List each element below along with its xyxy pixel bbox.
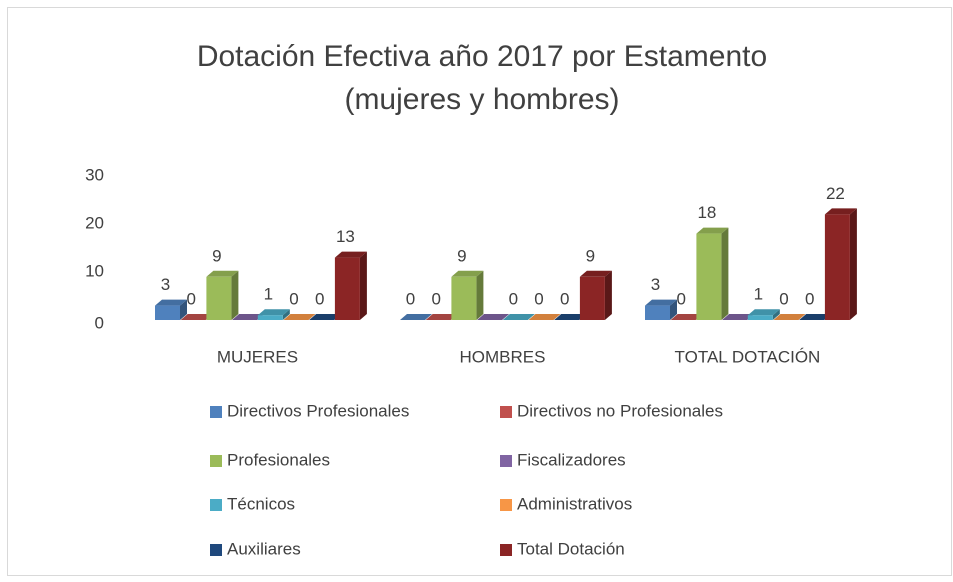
bar-side bbox=[772, 309, 780, 320]
legend-swatch bbox=[210, 544, 222, 556]
bar bbox=[451, 276, 477, 320]
legend-swatch bbox=[210, 455, 222, 467]
bar-side bbox=[282, 309, 290, 320]
bar-top bbox=[670, 314, 703, 320]
data-label: 22 bbox=[826, 184, 845, 203]
bar-top bbox=[155, 299, 187, 306]
legend-swatch bbox=[500, 406, 512, 418]
data-label: 0 bbox=[805, 289, 814, 308]
legend-label: Técnicos bbox=[227, 494, 295, 513]
bar bbox=[579, 276, 605, 320]
x-tick-label: HOMBRES bbox=[459, 347, 545, 366]
bar-side bbox=[359, 251, 367, 320]
bar-side bbox=[180, 299, 187, 320]
bar bbox=[206, 276, 232, 320]
bar-top bbox=[232, 314, 265, 320]
bar-side bbox=[604, 270, 612, 320]
y-tick-label: 10 bbox=[85, 261, 104, 280]
bar-top bbox=[425, 314, 458, 320]
bar-top bbox=[645, 299, 677, 306]
bar bbox=[257, 315, 283, 320]
bar-top bbox=[283, 314, 316, 320]
data-label: 13 bbox=[336, 227, 355, 246]
legend-swatch bbox=[500, 544, 512, 556]
bar-top bbox=[773, 314, 806, 320]
bar-top bbox=[206, 270, 239, 277]
bar-top bbox=[528, 314, 561, 320]
bar-top bbox=[579, 270, 612, 277]
chart-title: (mujeres y hombres) bbox=[344, 83, 619, 116]
data-label: 0 bbox=[779, 289, 788, 308]
bar bbox=[696, 233, 722, 320]
bar-side bbox=[721, 227, 729, 320]
data-label: 1 bbox=[754, 285, 763, 304]
data-label: 0 bbox=[431, 289, 440, 308]
data-label: 9 bbox=[212, 246, 221, 265]
bar-top bbox=[451, 270, 484, 277]
bar-top bbox=[257, 309, 290, 316]
bar-side bbox=[670, 299, 677, 320]
bar-side bbox=[849, 208, 857, 320]
data-label: 3 bbox=[161, 275, 170, 294]
bar bbox=[155, 305, 180, 320]
data-label: 0 bbox=[406, 289, 415, 308]
bar-top bbox=[824, 208, 857, 215]
data-label: 0 bbox=[676, 289, 685, 308]
y-tick-label: 20 bbox=[85, 213, 104, 232]
bar-top bbox=[696, 227, 729, 234]
bar bbox=[334, 257, 360, 320]
data-label: 9 bbox=[457, 246, 466, 265]
data-label: 18 bbox=[697, 203, 716, 222]
data-label: 0 bbox=[315, 289, 324, 308]
legend-label: Profesionales bbox=[227, 450, 330, 469]
bar bbox=[747, 315, 773, 320]
x-tick-label: TOTAL DOTACIÓN bbox=[675, 347, 821, 366]
legend-swatch bbox=[210, 499, 222, 511]
legend-label: Directivos no Profesionales bbox=[517, 401, 723, 420]
legend-label: Directivos Profesionales bbox=[227, 401, 409, 420]
bar-top bbox=[554, 314, 587, 320]
bar-top bbox=[747, 309, 780, 316]
y-tick-label: 0 bbox=[95, 313, 104, 332]
legend-label: Administrativos bbox=[517, 494, 632, 513]
data-label: 0 bbox=[560, 289, 569, 308]
bar bbox=[824, 214, 850, 320]
bar-top bbox=[180, 314, 213, 320]
bar-side bbox=[476, 270, 484, 320]
data-label: 1 bbox=[264, 285, 273, 304]
x-tick-label: MUJERES bbox=[217, 347, 298, 366]
data-label: 0 bbox=[289, 289, 298, 308]
legend-swatch bbox=[210, 406, 222, 418]
bar-side bbox=[231, 270, 239, 320]
data-label: 3 bbox=[651, 275, 660, 294]
bar bbox=[645, 305, 670, 320]
legend-label: Auxiliares bbox=[227, 539, 301, 558]
legend-label: Fiscalizadores bbox=[517, 450, 626, 469]
bar-top bbox=[477, 314, 510, 320]
bar-top bbox=[334, 251, 367, 258]
bar-top bbox=[400, 314, 432, 320]
data-label: 0 bbox=[534, 289, 543, 308]
chart-title: Dotación Efectiva año 2017 por Estamento bbox=[197, 40, 767, 73]
bar-top bbox=[502, 314, 535, 320]
bar-top bbox=[799, 314, 832, 320]
legend-swatch bbox=[500, 455, 512, 467]
bar-top bbox=[309, 314, 342, 320]
data-label: 9 bbox=[586, 246, 595, 265]
legend-swatch bbox=[500, 499, 512, 511]
y-tick-label: 30 bbox=[85, 165, 104, 184]
legend-label: Total Dotación bbox=[517, 539, 625, 558]
data-label: 0 bbox=[509, 289, 518, 308]
bar-top bbox=[722, 314, 755, 320]
data-label: 0 bbox=[186, 289, 195, 308]
